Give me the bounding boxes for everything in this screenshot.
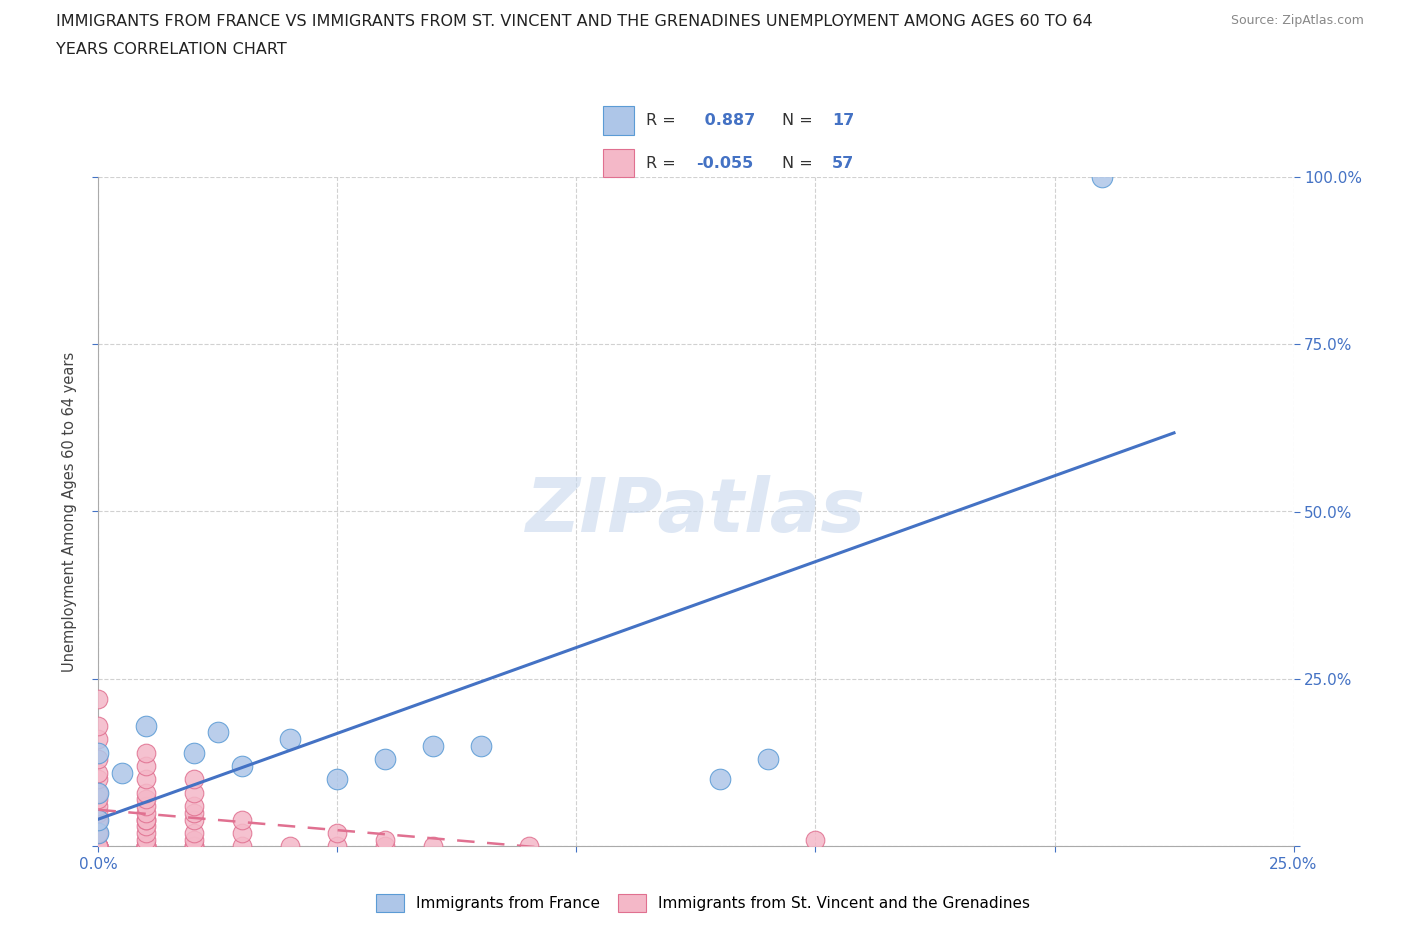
Point <box>87 765 110 780</box>
Text: YEARS CORRELATION CHART: YEARS CORRELATION CHART <box>56 42 287 57</box>
Text: R =: R = <box>647 113 681 128</box>
Point <box>278 732 301 747</box>
Point <box>422 839 444 854</box>
Point <box>135 839 157 854</box>
Point <box>374 751 396 766</box>
Point <box>87 839 110 854</box>
Point <box>87 839 110 854</box>
Point <box>183 745 205 760</box>
Point <box>87 839 110 854</box>
Point <box>87 718 110 733</box>
Text: IMMIGRANTS FROM FRANCE VS IMMIGRANTS FROM ST. VINCENT AND THE GRENADINES UNEMPLO: IMMIGRANTS FROM FRANCE VS IMMIGRANTS FRO… <box>56 14 1092 29</box>
Point <box>87 839 110 854</box>
FancyBboxPatch shape <box>603 107 634 135</box>
Point <box>183 799 205 814</box>
Point <box>231 759 253 774</box>
Point <box>135 785 157 800</box>
Point <box>135 792 157 807</box>
Text: Source: ZipAtlas.com: Source: ZipAtlas.com <box>1230 14 1364 27</box>
Y-axis label: Unemployment Among Ages 60 to 64 years: Unemployment Among Ages 60 to 64 years <box>62 352 77 671</box>
Point <box>709 772 731 787</box>
Point <box>87 805 110 820</box>
Point <box>87 792 110 807</box>
Point <box>135 812 157 827</box>
Point <box>231 839 253 854</box>
Point <box>326 826 349 841</box>
Point <box>87 826 110 841</box>
Point <box>183 826 205 841</box>
Point <box>470 738 492 753</box>
Point <box>135 839 157 854</box>
Point <box>183 772 205 787</box>
Point <box>278 839 301 854</box>
Point <box>87 812 110 827</box>
Point <box>326 772 349 787</box>
Point <box>374 839 396 854</box>
Point <box>135 826 157 841</box>
Point <box>207 725 229 740</box>
Text: R =: R = <box>647 155 681 170</box>
Point <box>87 812 110 827</box>
Point <box>135 718 157 733</box>
Point <box>804 832 827 847</box>
Point <box>87 745 110 760</box>
Point <box>135 805 157 820</box>
Point <box>231 826 253 841</box>
Point <box>1091 169 1114 184</box>
Point <box>135 839 157 854</box>
Point <box>135 772 157 787</box>
Text: N =: N = <box>782 113 818 128</box>
Point <box>374 832 396 847</box>
Point <box>87 772 110 787</box>
Point <box>87 785 110 800</box>
Point <box>135 799 157 814</box>
Point <box>87 692 110 707</box>
Point <box>183 839 205 854</box>
Point <box>87 826 110 841</box>
Point <box>183 832 205 847</box>
Point <box>183 785 205 800</box>
Point <box>135 818 157 833</box>
Point <box>111 765 134 780</box>
Point <box>87 839 110 854</box>
Point <box>135 839 157 854</box>
Point <box>135 812 157 827</box>
Point <box>87 799 110 814</box>
FancyBboxPatch shape <box>603 149 634 177</box>
Point <box>87 751 110 766</box>
Point <box>135 832 157 847</box>
Text: -0.055: -0.055 <box>696 155 754 170</box>
Point <box>231 812 253 827</box>
Point <box>326 839 349 854</box>
Point <box>87 732 110 747</box>
Point <box>87 839 110 854</box>
Point <box>135 759 157 774</box>
Text: 57: 57 <box>832 155 853 170</box>
Point <box>135 745 157 760</box>
Point <box>183 812 205 827</box>
Point <box>87 812 110 827</box>
Point <box>183 805 205 820</box>
Legend: Immigrants from France, Immigrants from St. Vincent and the Grenadines: Immigrants from France, Immigrants from … <box>370 888 1036 918</box>
Point <box>183 839 205 854</box>
Text: ZIPatlas: ZIPatlas <box>526 475 866 548</box>
Point <box>87 839 110 854</box>
Text: 0.887: 0.887 <box>699 113 755 128</box>
Point <box>422 738 444 753</box>
Point <box>517 839 540 854</box>
Text: N =: N = <box>782 155 818 170</box>
Point <box>756 751 779 766</box>
Point <box>87 785 110 800</box>
Point <box>87 826 110 841</box>
Text: 17: 17 <box>832 113 853 128</box>
